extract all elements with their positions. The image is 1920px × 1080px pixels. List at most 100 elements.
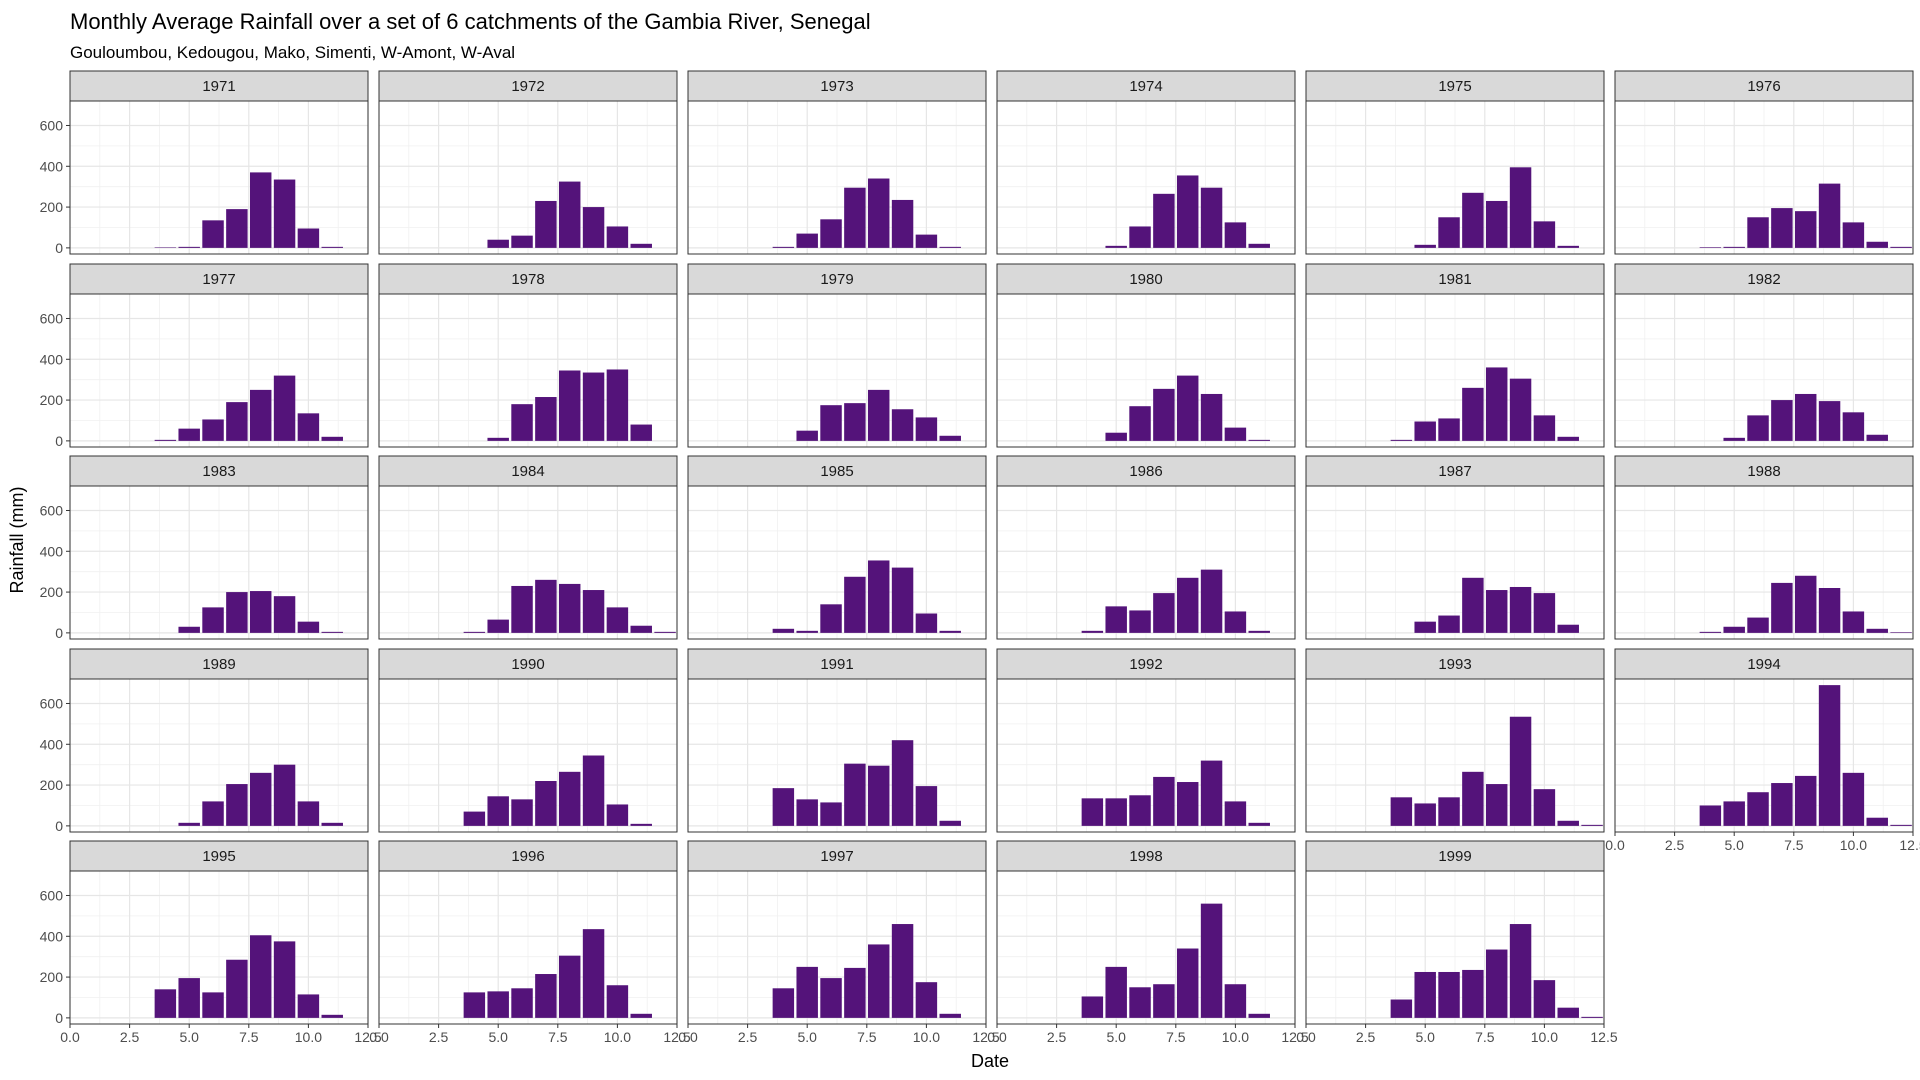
bar: [1248, 630, 1270, 633]
y-tick-label: 200: [40, 777, 64, 793]
bar: [582, 207, 605, 248]
bar: [606, 369, 629, 441]
facet-strip-label: 1990: [511, 656, 544, 673]
facet-strip: [1614, 263, 1914, 295]
bar: [558, 181, 581, 248]
bar: [249, 935, 272, 1018]
bar: [867, 178, 890, 248]
y-axis-title: Rainfall (mm): [7, 486, 27, 593]
bar: [939, 246, 961, 248]
facet-strip-label: 1988: [1747, 463, 1780, 480]
bar: [1485, 949, 1508, 1018]
bar: [939, 630, 961, 633]
panel-border: [687, 870, 987, 1025]
facet-strip: [1614, 455, 1914, 487]
facet-strip: [687, 70, 987, 102]
bar: [772, 628, 795, 633]
bar: [1866, 817, 1888, 826]
bar: [1462, 577, 1484, 633]
bar: [1771, 783, 1793, 826]
bar: [535, 200, 557, 248]
bar: [1129, 226, 1151, 248]
bar: [820, 219, 842, 248]
bar: [1462, 969, 1484, 1018]
bar: [1248, 1013, 1270, 1018]
panel-border: [1305, 870, 1605, 1025]
facet-strip-label: 1971: [202, 78, 235, 95]
bar: [867, 765, 890, 826]
bar: [582, 929, 605, 1018]
bar: [1438, 217, 1460, 248]
bar: [1414, 421, 1436, 441]
bar: [939, 435, 961, 441]
y-tick-label: 0: [55, 433, 63, 449]
bar: [511, 235, 533, 248]
bar: [1105, 245, 1127, 248]
bar: [1485, 784, 1508, 826]
facet-strip-label: 1979: [820, 271, 853, 288]
bar: [582, 590, 605, 633]
facet-panel: 1997 0.0 2.5 5.0 7.5 10.0 12.5: [678, 840, 1000, 1045]
bar: [463, 992, 486, 1018]
x-tick-label: 0.0: [369, 1029, 389, 1045]
facet-strip: [1305, 648, 1605, 680]
bar: [844, 403, 866, 441]
bar: [1438, 797, 1460, 826]
bar: [844, 576, 866, 633]
bar: [1747, 617, 1769, 633]
bar: [1153, 984, 1175, 1018]
x-tick-label: 12.5: [1899, 837, 1920, 853]
x-tick-label: 12.5: [354, 1029, 381, 1045]
bar: [297, 801, 320, 826]
x-tick-label: 0.0: [60, 1029, 80, 1045]
bar: [226, 592, 248, 633]
panel-border: [69, 293, 369, 448]
bar: [939, 820, 961, 826]
facet-panel: 1981: [1305, 263, 1605, 448]
bar: [202, 419, 224, 441]
facet-strip: [1305, 840, 1605, 872]
bar: [1153, 776, 1175, 826]
x-tick-label: 5.0: [1415, 1029, 1435, 1045]
bar: [1414, 244, 1436, 248]
facet-panel: 1993: [1305, 648, 1605, 833]
facet-strip-label: 1984: [511, 463, 544, 480]
facet-panel: 1984: [378, 455, 678, 640]
facet-panel: 1971 0 200 400 600: [40, 70, 369, 256]
bar: [1866, 628, 1888, 633]
bar: [1176, 375, 1199, 441]
bar: [1224, 427, 1247, 441]
bar: [1485, 200, 1508, 248]
bar: [1414, 621, 1436, 633]
bar: [915, 417, 938, 441]
bar: [249, 772, 272, 826]
bar: [1224, 611, 1247, 633]
bar: [1557, 436, 1579, 441]
bar: [1581, 824, 1603, 826]
bar: [772, 788, 795, 826]
y-tick-label: 0: [55, 240, 63, 256]
bar: [1200, 903, 1223, 1018]
panel-border: [1305, 678, 1605, 833]
bar: [1794, 575, 1817, 633]
bar: [1224, 222, 1247, 248]
bar: [558, 771, 581, 826]
facet-panel: 1992: [996, 648, 1296, 833]
bar: [297, 228, 320, 248]
panel-border: [1305, 485, 1605, 640]
panel-border: [69, 678, 369, 833]
bar: [1200, 569, 1223, 633]
bar: [1794, 393, 1817, 441]
bar: [226, 784, 248, 826]
bar: [535, 974, 557, 1018]
bar: [1462, 771, 1484, 826]
facet-strip-label: 1998: [1129, 848, 1162, 865]
x-tick-label: 2.5: [738, 1029, 758, 1045]
x-tick-label: 7.5: [1784, 837, 1804, 853]
facet-strip: [687, 455, 987, 487]
x-tick-label: 12.5: [1590, 1029, 1617, 1045]
bar: [249, 389, 272, 441]
y-tick-label: 600: [40, 502, 64, 518]
bar: [154, 247, 177, 248]
facet-panel: 1995 0 200 400 600 0.0 2.5 5.0 7.5 10.0 12.5: [40, 840, 382, 1045]
